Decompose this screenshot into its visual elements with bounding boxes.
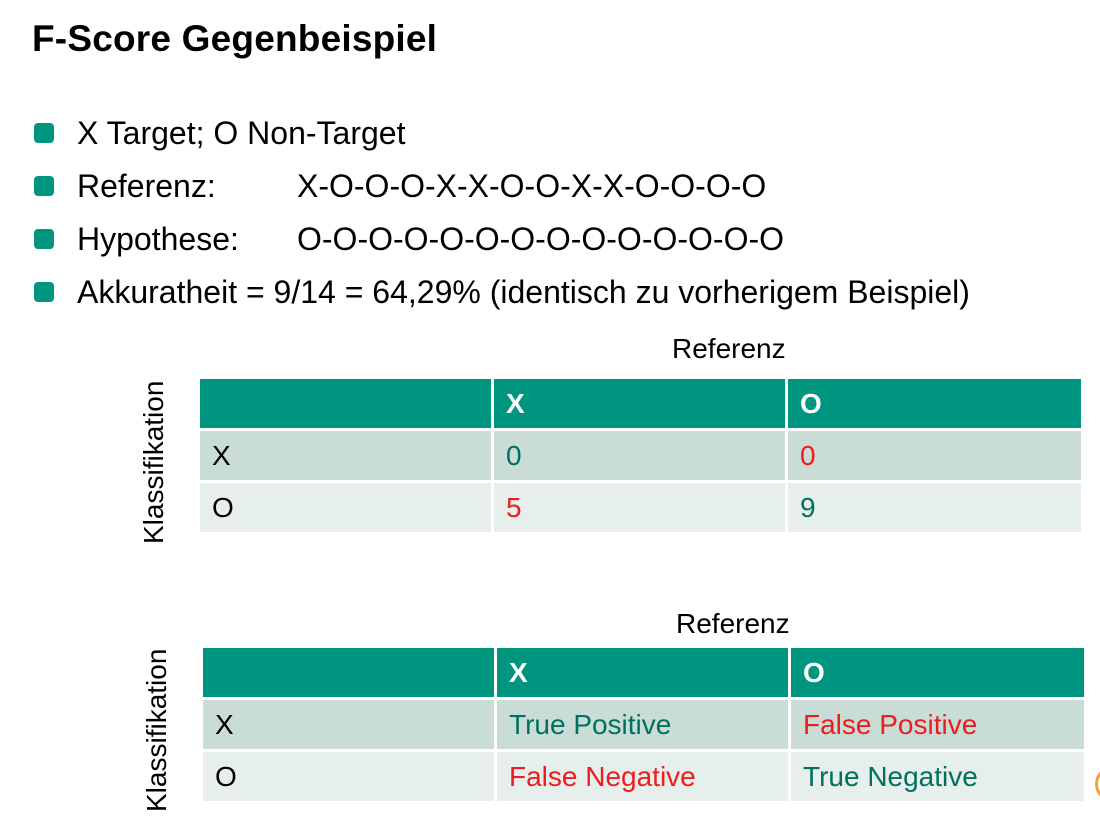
table-row: O False Negative True Negative xyxy=(203,752,1084,801)
table1-row-title: Klassifikation xyxy=(138,380,169,544)
cell-false-negative-count: 5 xyxy=(494,483,785,532)
partial-circle-decoration-icon xyxy=(1095,766,1100,802)
header-cell-x: X xyxy=(497,648,788,697)
confusion-matrix-counts: X O X 0 0 O 5 9 xyxy=(197,376,1084,535)
row-label: O xyxy=(203,752,494,801)
cell-false-positive-count: 0 xyxy=(788,431,1081,480)
cell-true-positive-count: 0 xyxy=(494,431,785,480)
header-cell-o: O xyxy=(791,648,1084,697)
row-label: O xyxy=(200,483,491,532)
bullet-text: Referenz: xyxy=(77,168,216,204)
bullet-square-icon xyxy=(34,123,54,143)
hypothesis-sequence: O-O-O-O-O-O-O-O-O-O-O-O-O-O xyxy=(297,221,784,257)
row-label: X xyxy=(200,431,491,480)
bullet-text: X Target; O Non-Target xyxy=(77,115,406,151)
table-header-row: X O xyxy=(200,379,1081,428)
reference-sequence: X-O-O-O-X-X-O-O-X-X-O-O-O-O xyxy=(297,168,767,204)
cell-true-positive: True Positive xyxy=(497,700,788,749)
row-label: X xyxy=(203,700,494,749)
bullet-text: Hypothese: xyxy=(77,221,239,257)
cell-false-positive: False Positive xyxy=(791,700,1084,749)
table-row: X True Positive False Positive xyxy=(203,700,1084,749)
bullet-square-icon xyxy=(34,282,54,302)
table-header-row: X O xyxy=(203,648,1084,697)
header-cell-empty xyxy=(200,379,491,428)
header-cell-x: X xyxy=(494,379,785,428)
bullet-text: Akkuratheit = 9/14 = 64,29% (identisch z… xyxy=(77,274,970,310)
bullet-square-icon xyxy=(34,229,54,249)
confusion-matrix-legend: X O X True Positive False Positive O Fal… xyxy=(200,645,1087,804)
cell-false-negative: False Negative xyxy=(497,752,788,801)
table-row: O 5 9 xyxy=(200,483,1081,532)
table1-column-title: Referenz xyxy=(672,333,786,364)
bullet-square-icon xyxy=(34,176,54,196)
cell-true-negative-count: 9 xyxy=(788,483,1081,532)
table2-row-title: Klassifikation xyxy=(141,648,172,812)
slide-title: F-Score Gegenbeispiel xyxy=(32,18,438,59)
table-row: X 0 0 xyxy=(200,431,1081,480)
header-cell-empty xyxy=(203,648,494,697)
table2-column-title: Referenz xyxy=(676,608,790,639)
cell-true-negative: True Negative xyxy=(791,752,1084,801)
header-cell-o: O xyxy=(788,379,1081,428)
